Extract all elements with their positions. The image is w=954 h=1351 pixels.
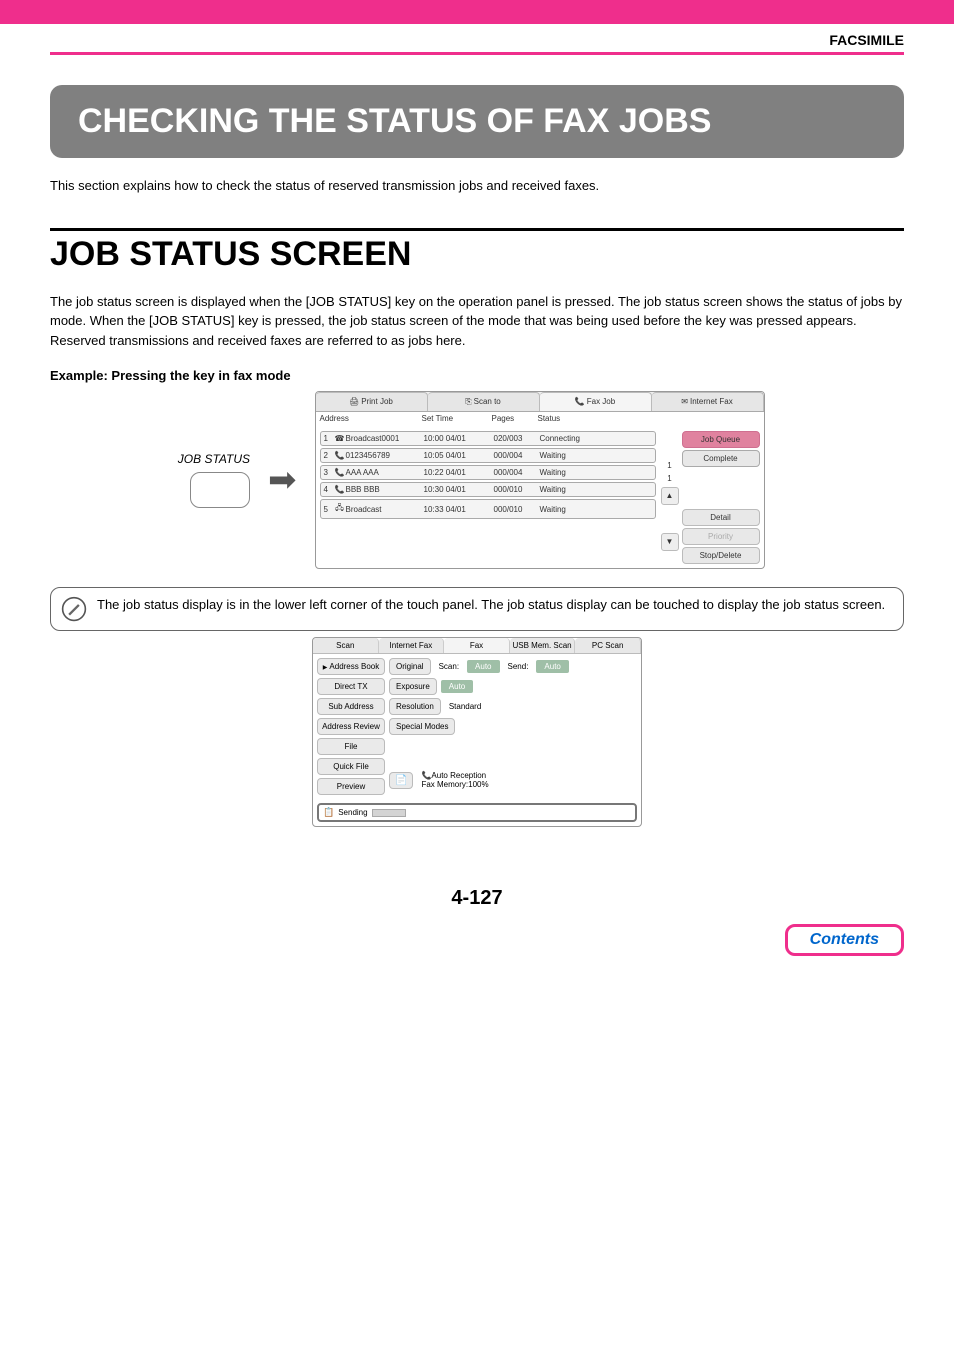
header-pages: Pages	[492, 414, 538, 423]
job-row[interactable]: 5 🖧 Broadcast 10:33 04/01 000/010 Waitin…	[320, 499, 656, 519]
tab-scan[interactable]: Scan	[313, 638, 379, 653]
section-paragraph: The job status screen is displayed when …	[50, 292, 904, 351]
job-status-panel: 🖨Print Job ⎘Scan to 📞Fax Job ✉Internet F…	[315, 391, 765, 569]
job-row[interactable]: 3 📞 AAA AAA 10:22 04/01 000/004 Waiting	[320, 465, 656, 480]
broadcast-icon: ☎	[334, 434, 346, 443]
scan-icon: ⎘	[465, 397, 471, 407]
header-address: Address	[320, 414, 422, 423]
mail-icon: ✉	[681, 397, 688, 406]
jobstatus-keycap	[190, 472, 250, 508]
header-status: Status	[538, 414, 760, 423]
illustration-row: JOB STATUS ➡ 🖨Print Job ⎘Scan to 📞Fax Jo…	[50, 391, 904, 569]
page-number: 4-127	[0, 887, 954, 910]
preview-button[interactable]: Preview	[317, 778, 385, 795]
jobstatus-caption: JOB STATUS	[50, 452, 250, 466]
address-book-button[interactable]: Address Book	[317, 658, 385, 675]
send-label: Send:	[504, 660, 533, 673]
phone-icon: 📞	[334, 451, 346, 460]
job-queue-button[interactable]: Job Queue	[682, 431, 760, 448]
preview-icon[interactable]: 📄	[389, 772, 413, 789]
arrow-icon: ➡	[268, 460, 297, 500]
example-label: Example: Pressing the key in fax mode	[50, 368, 904, 383]
file-button[interactable]: File	[317, 738, 385, 755]
exposure-button[interactable]: Exposure	[389, 678, 437, 695]
send-auto-value: Auto	[536, 660, 568, 673]
reception-status: 📞Auto Reception Fax Memory:100%	[417, 771, 488, 789]
footer-label: Sending	[338, 808, 367, 817]
scroll-index-bottom: 1	[667, 474, 671, 483]
tab-fax[interactable]: Fax	[444, 638, 510, 653]
phone-icon: 📞	[334, 485, 346, 494]
stop-delete-button[interactable]: Stop/Delete	[682, 547, 760, 564]
chapter-banner: CHECKING THE STATUS OF FAX JOBS	[50, 85, 904, 158]
job-row[interactable]: 4 📞 BBB BBB 10:30 04/01 000/010 Waiting	[320, 482, 656, 497]
phone-icon: 📞	[575, 397, 585, 406]
header-settime: Set Time	[422, 414, 492, 423]
status-footer[interactable]: 📋 Sending	[317, 803, 637, 822]
original-button[interactable]: Original	[389, 658, 431, 675]
tab-scan-to[interactable]: ⎘Scan to	[428, 392, 540, 411]
resolution-value: Standard	[445, 700, 485, 713]
job-row[interactable]: 1 ☎ Broadcast0001 10:00 04/01 020/003 Co…	[320, 431, 656, 446]
scan-auto-value: Auto	[467, 660, 499, 673]
quick-file-button[interactable]: Quick File	[317, 758, 385, 775]
exposure-auto-value: Auto	[441, 680, 473, 693]
tab-pc-scan[interactable]: PC Scan	[575, 638, 641, 653]
left-button-column: Address Book Direct TX Sub Address Addre…	[317, 658, 385, 795]
note-box: The job status display is in the lower l…	[50, 587, 904, 631]
address-review-button[interactable]: Address Review	[317, 718, 385, 735]
footer-progress-bar	[372, 809, 406, 817]
note-text: The job status display is in the lower l…	[97, 596, 885, 615]
jobstatus-key-block: JOB STATUS	[50, 452, 250, 508]
phone-icon: 📞	[334, 468, 346, 477]
printer-icon: 🖨	[349, 397, 359, 406]
priority-button[interactable]: Priority	[682, 528, 760, 545]
tab-fax-job[interactable]: 📞Fax Job	[540, 392, 652, 411]
intro-paragraph: This section explains how to check the s…	[50, 176, 904, 196]
job-list: 1 ☎ Broadcast0001 10:00 04/01 020/003 Co…	[320, 431, 656, 564]
tab-internet-fax[interactable]: ✉Internet Fax	[652, 392, 764, 411]
section-header: FACSIMILE	[50, 24, 904, 52]
tab-print-job[interactable]: 🖨Print Job	[316, 392, 428, 411]
detail-button[interactable]: Detail	[682, 509, 760, 526]
scroll-up-button[interactable]: ▲	[661, 487, 679, 505]
network-icon: 🖧	[334, 502, 346, 516]
section-title: JOB STATUS SCREEN	[50, 235, 904, 274]
fax-main-panel: Scan Internet Fax Fax USB Mem. Scan PC S…	[312, 637, 642, 827]
sub-address-button[interactable]: Sub Address	[317, 698, 385, 715]
job-headers: Address Set Time Pages Status	[316, 412, 764, 427]
section-rule	[50, 228, 904, 231]
contents-button[interactable]: Contents	[785, 924, 904, 956]
scroll-box: 1 1 ▲ ▼	[660, 431, 680, 564]
clipboard-icon: 📋	[323, 807, 334, 818]
header-rule	[50, 52, 904, 55]
scroll-down-button[interactable]: ▼	[661, 533, 679, 551]
scroll-index-top: 1	[667, 461, 671, 470]
center-settings-column: Original Scan: Auto Send: Auto Exposure …	[389, 658, 637, 795]
pencil-note-icon	[61, 596, 87, 622]
scan-label: Scan:	[435, 660, 463, 673]
tab-usb-mem-scan[interactable]: USB Mem. Scan	[510, 638, 576, 653]
top-accent-bar	[0, 0, 954, 24]
job-row[interactable]: 2 📞 0123456789 10:05 04/01 000/004 Waiti…	[320, 448, 656, 463]
fax-tabs: Scan Internet Fax Fax USB Mem. Scan PC S…	[313, 638, 641, 654]
special-modes-button[interactable]: Special Modes	[389, 718, 455, 735]
resolution-button[interactable]: Resolution	[389, 698, 441, 715]
direct-tx-button[interactable]: Direct TX	[317, 678, 385, 695]
complete-button[interactable]: Complete	[682, 450, 760, 467]
job-tabs: 🖨Print Job ⎘Scan to 📞Fax Job ✉Internet F…	[316, 392, 764, 412]
tab-internet-fax[interactable]: Internet Fax	[379, 638, 445, 653]
